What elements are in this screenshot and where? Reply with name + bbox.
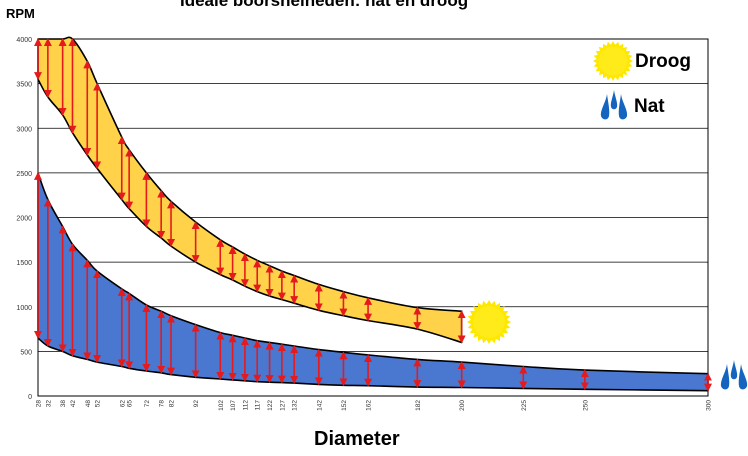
x-tick-label-48: 48 — [85, 400, 92, 408]
x-tick-label-112: 112 — [242, 400, 249, 411]
legend-droog-label: Droog — [635, 51, 691, 72]
x-tick-label-82: 82 — [169, 400, 176, 408]
y-tick-label-0: 0 — [28, 394, 32, 401]
x-tick-label-92: 92 — [193, 400, 200, 408]
water-drops-icon — [720, 360, 748, 390]
x-tick-label-102: 102 — [218, 400, 225, 411]
y-tick-label-1500: 1500 — [16, 260, 32, 267]
legend-water-drops-icon-right — [618, 94, 628, 120]
chart-title: Ideale boorsnelheden: nat en droog — [180, 0, 469, 10]
x-tick-label-300: 300 — [706, 400, 713, 411]
x-tick-label-142: 142 — [316, 400, 323, 411]
x-tick-label-32: 32 — [45, 400, 52, 408]
x-tick-label-182: 182 — [415, 400, 422, 411]
x-tick-label-117: 117 — [255, 400, 262, 411]
x-tick-label-38: 38 — [60, 400, 67, 408]
x-tick-label-52: 52 — [95, 400, 102, 408]
y-tick-label-4000: 4000 — [16, 37, 32, 44]
x-tick-label-200: 200 — [459, 400, 466, 411]
y-tick-label-3500: 3500 — [16, 82, 32, 89]
x-tick-label-62: 62 — [119, 400, 126, 408]
x-tick-label-127: 127 — [279, 400, 286, 411]
y-axis-label: RPM — [6, 6, 35, 21]
water-drops-icon-right — [738, 364, 748, 390]
x-tick-label-72: 72 — [144, 400, 151, 408]
sun-icon — [467, 300, 511, 344]
y-tick-label-500: 500 — [20, 349, 32, 356]
x-axis-label: Diameter — [314, 428, 400, 450]
x-tick-label-78: 78 — [159, 400, 166, 408]
x-tick-label-28: 28 — [36, 400, 43, 408]
x-tick-label-152: 152 — [341, 400, 348, 411]
x-tick-label-250: 250 — [582, 400, 589, 411]
y-tick-label-2500: 2500 — [16, 171, 32, 178]
water-drops-icon-center — [730, 360, 738, 380]
x-tick-label-65: 65 — [127, 400, 134, 408]
legend-sun-icon-core — [598, 46, 628, 76]
sun-icon-core — [473, 306, 505, 338]
water-drops-icon-left — [720, 364, 730, 390]
x-tick-label-42: 42 — [70, 400, 77, 408]
x-tick-label-122: 122 — [267, 400, 274, 411]
x-tick-label-225: 225 — [521, 400, 528, 411]
x-tick-label-162: 162 — [366, 400, 373, 411]
legend-water-drops-icon — [600, 90, 628, 120]
legend-water-drops-icon-center — [610, 90, 618, 110]
legend-sun-icon — [593, 41, 633, 81]
y-tick-label-1000: 1000 — [16, 305, 32, 312]
x-tick-label-107: 107 — [230, 400, 237, 411]
x-tick-label-132: 132 — [292, 400, 299, 411]
legend-nat-label: Nat — [634, 96, 665, 117]
legend-water-drops-icon-left — [600, 94, 610, 120]
y-tick-label-2000: 2000 — [16, 216, 32, 223]
y-tick-label-3000: 3000 — [16, 126, 32, 133]
